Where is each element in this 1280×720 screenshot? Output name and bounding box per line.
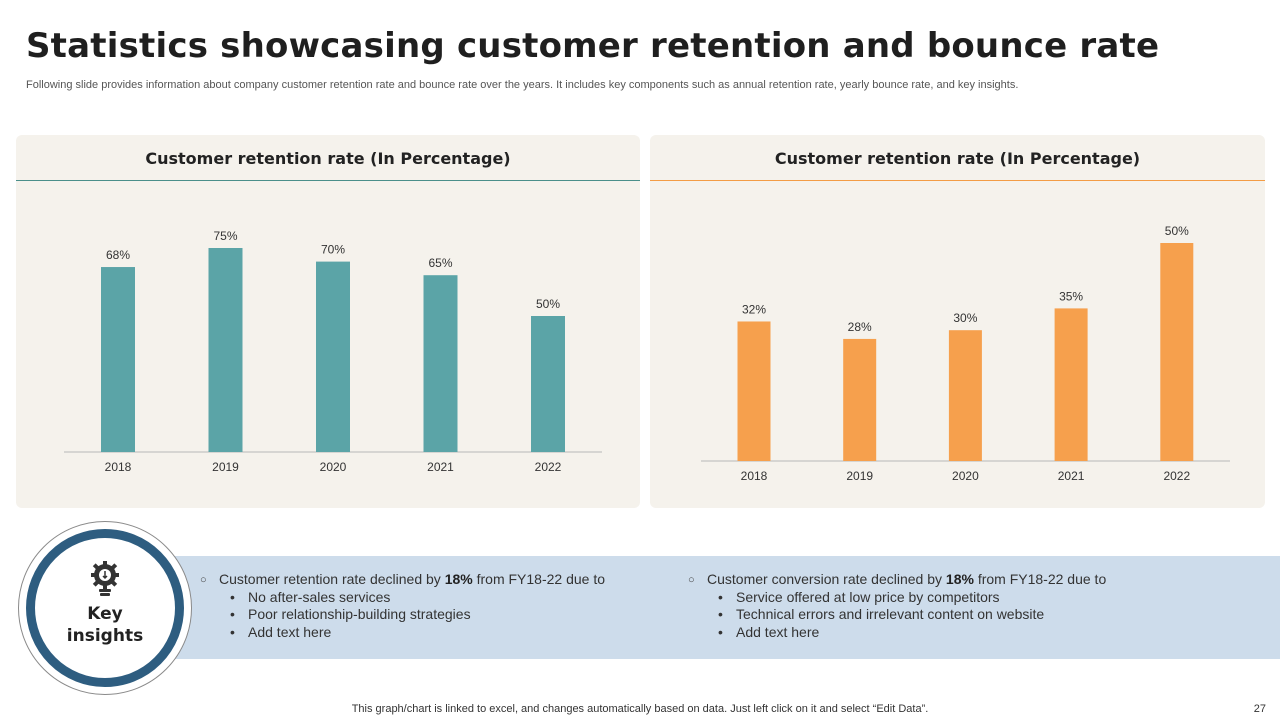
x-tick-label: 2021 <box>1058 469 1085 483</box>
insight-list: Service offered at low price by competit… <box>718 589 1248 642</box>
x-tick-label: 2022 <box>1163 469 1190 483</box>
chart-title: Customer retention rate (In Percentage) <box>145 149 511 168</box>
list-item[interactable]: Add text here <box>230 624 660 642</box>
insight-retention: ○ Customer retention rate declined by 18%… <box>200 571 660 641</box>
hollow-bullet-icon: ○ <box>688 574 695 586</box>
list-item: Poor relationship-building strategies <box>230 606 660 624</box>
bounce-chart-panel[interactable]: Customer retention rate (In Percentage) … <box>650 135 1265 508</box>
data-label: 28% <box>848 320 872 334</box>
x-tick-label: 2019 <box>846 469 873 483</box>
x-tick-label: 2020 <box>952 469 979 483</box>
bar-2019[interactable] <box>208 248 243 452</box>
hollow-bullet-icon: ○ <box>200 574 207 586</box>
data-label: 30% <box>953 311 977 325</box>
bar-2021[interactable] <box>423 275 458 452</box>
data-label: 35% <box>1059 289 1083 303</box>
data-label: 50% <box>536 297 560 311</box>
data-label: 50% <box>1165 224 1189 238</box>
data-label: 65% <box>428 256 452 270</box>
retention-chart-panel[interactable]: Customer retention rate (In Percentage) … <box>16 135 640 508</box>
insight-conversion: ○ Customer conversion rate declined by 18… <box>688 571 1248 641</box>
lightbulb-gear-icon <box>91 561 119 596</box>
x-tick-label: 2021 <box>427 460 454 474</box>
bar-2020[interactable] <box>316 261 350 452</box>
insights-ring <box>26 529 184 687</box>
x-tick-label: 2020 <box>320 460 347 474</box>
bar-2020[interactable] <box>948 330 982 461</box>
page-number: 27 <box>1253 703 1266 715</box>
insight-heading: ○ Customer conversion rate declined by 18… <box>688 571 1248 589</box>
bar-2018[interactable] <box>737 321 771 461</box>
x-tick-label: 2018 <box>105 460 132 474</box>
bar-2022[interactable] <box>531 316 565 452</box>
title-divider <box>650 180 1265 181</box>
insight-heading: ○ Customer retention rate declined by 18%… <box>200 571 660 589</box>
insights-label: Key insights <box>45 603 165 647</box>
data-label: 75% <box>213 229 237 243</box>
insights-label-line1: Key <box>87 604 123 624</box>
list-item[interactable]: Add text here <box>718 624 1248 642</box>
list-item: Technical errors and irrelevant content … <box>718 606 1248 624</box>
insights-label-line2: insights <box>66 626 144 646</box>
retention-bar-chart[interactable]: 68% 2018 75% 2019 70% 2020 65% 2021 50% 2022 <box>16 135 640 508</box>
data-label: 70% <box>321 243 345 257</box>
chart-title: Customer retention rate (In Percentage) <box>774 149 1141 168</box>
bar-2021[interactable] <box>1054 308 1088 461</box>
title-divider <box>16 180 640 181</box>
page-title: Statistics showcasing customer retention… <box>26 26 1160 66</box>
bar-2019[interactable] <box>843 338 877 461</box>
list-item: Service offered at low price by competit… <box>718 589 1248 607</box>
x-tick-label: 2018 <box>741 469 768 483</box>
list-item: No after-sales services <box>230 589 660 607</box>
page-subtitle: Following slide provides information abo… <box>26 79 1019 91</box>
data-label: 32% <box>742 302 766 316</box>
footer-note: This graph/chart is linked to excel, and… <box>351 703 929 715</box>
bar-2022[interactable] <box>1160 243 1194 461</box>
bar-2018[interactable] <box>101 267 135 452</box>
insight-list: No after-sales services Poor relationshi… <box>230 589 660 642</box>
x-tick-label: 2019 <box>212 460 239 474</box>
data-label: 68% <box>106 248 130 262</box>
bounce-bar-chart[interactable]: 32% 2018 28% 2019 30% 2020 35% 2021 50% 2022 <box>650 135 1265 508</box>
x-tick-label: 2022 <box>535 460 562 474</box>
